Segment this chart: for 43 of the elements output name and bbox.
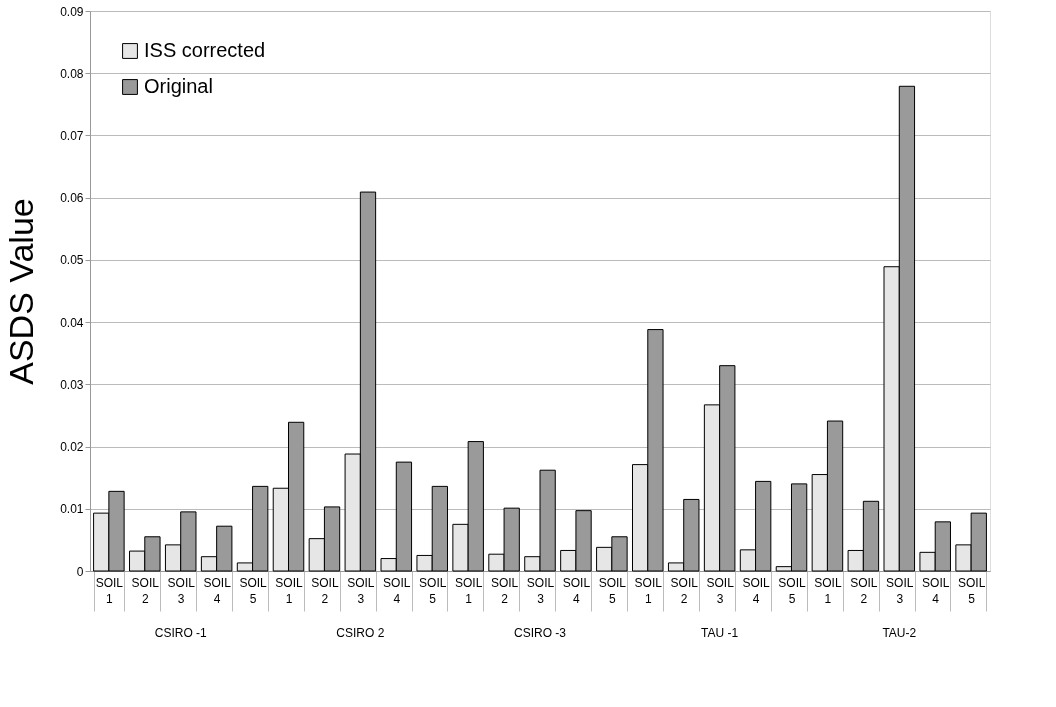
y-tick-label: 0.03 — [60, 377, 84, 392]
text: CSIRO -3 — [513, 626, 567, 640]
x-tick-label: SOIL 2 — [490, 575, 519, 606]
y-tick-label: 0 — [76, 564, 84, 579]
x-tick-label: SOIL 3 — [347, 575, 375, 606]
x-tick-label: SOIL 4 — [742, 575, 771, 606]
y-tick-label: 0.09 — [60, 4, 84, 19]
legend-label: Original — [144, 75, 213, 97]
y-tick-label: 0.07 — [60, 128, 84, 143]
x-tick-label: SOIL 3 — [167, 575, 196, 606]
x-tick-label: SOIL 1 — [95, 575, 124, 606]
text: TAU-2 — [882, 626, 917, 640]
x-tick-label: SOIL 5 — [419, 575, 447, 606]
y-tick-label: 0.08 — [60, 66, 84, 81]
x-tick-label: SOIL 2 — [131, 575, 160, 606]
x-tick-label: SOIL 1 — [814, 575, 842, 606]
text: CSIRO -1 — [154, 626, 208, 640]
y-tick-label: 0.06 — [60, 191, 84, 206]
x-tick-label: SOIL 4 — [922, 575, 950, 606]
legend-label: ISS corrected — [144, 39, 266, 61]
x-tick-label: SOIL 2 — [670, 575, 699, 606]
text: CSIRO 2 — [336, 626, 385, 640]
y-axis-title: ASDS Value — [2, 198, 41, 385]
x-tick-label: SOIL 3 — [526, 575, 555, 606]
x-tick-label: SOIL 4 — [383, 575, 411, 606]
x-tick-label: SOIL 2 — [311, 575, 339, 606]
y-tick-label: 0.05 — [60, 253, 84, 268]
x-tick-label: SOIL 5 — [598, 575, 627, 606]
x-tick-label: SOIL 1 — [454, 575, 483, 606]
x-tick-label: SOIL 2 — [850, 575, 878, 606]
text: TAU -1 — [701, 626, 739, 640]
x-tick-label: SOIL 1 — [634, 575, 663, 606]
y-tick-label: 0.01 — [60, 502, 84, 517]
x-tick-label: SOIL 5 — [239, 575, 268, 606]
x-tick-label: SOIL 5 — [957, 575, 986, 606]
y-tick-label: 0.02 — [60, 440, 84, 455]
x-tick-label: SOIL 4 — [562, 575, 591, 606]
x-tick-label: SOIL 5 — [778, 575, 806, 606]
x-tick-label: SOIL 3 — [706, 575, 735, 606]
y-tick-label: 0.04 — [60, 315, 84, 330]
x-tick-label: SOIL 1 — [275, 575, 303, 606]
x-tick-label: SOIL 3 — [886, 575, 914, 606]
x-tick-label: SOIL 4 — [203, 575, 232, 606]
